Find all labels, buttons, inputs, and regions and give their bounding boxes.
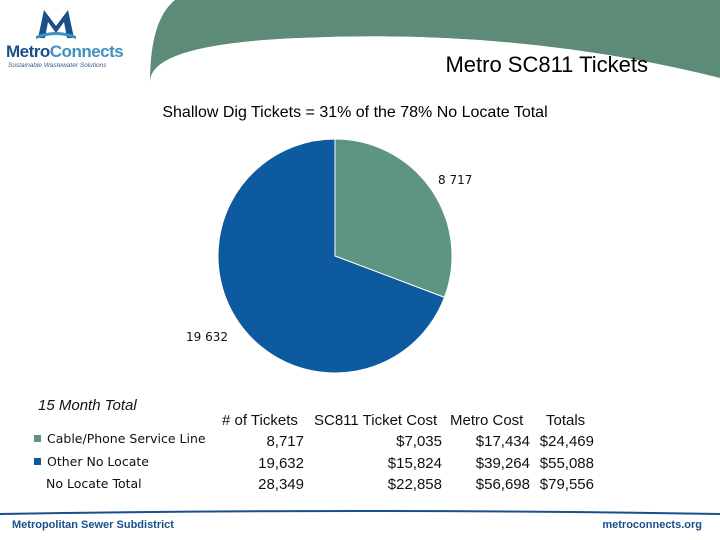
- table-cell: $55,088: [539, 455, 594, 472]
- pie-slices: [217, 138, 453, 374]
- table-caption: 15 Month Total: [38, 397, 137, 414]
- brand-logo: MetroConnects Sustainable Wastewater Sol…: [4, 4, 144, 70]
- table-cell: 8,717: [266, 433, 304, 450]
- header-band: [0, 0, 720, 82]
- page-title: Metro SC811 Tickets: [445, 52, 648, 77]
- footer-url: metroconnects.org: [602, 519, 702, 531]
- table-cell: $7,035: [396, 433, 442, 450]
- row-label-total: No Locate Total: [46, 476, 142, 491]
- data-label-other: 19 632: [186, 330, 228, 344]
- table-cell: 19,632: [258, 455, 304, 472]
- header-metro-cost: Metro Cost: [450, 412, 524, 429]
- logo-tagline: Sustainable Wastewater Solutions: [8, 62, 107, 69]
- table-cell: $17,434: [475, 433, 530, 450]
- logo-name-connects: Connects: [49, 42, 124, 61]
- legend-item-cable: Cable/Phone Service Line: [34, 431, 206, 446]
- table-cell: $22,858: [387, 476, 442, 493]
- chart-title: Shallow Dig Tickets = 31% of the 78% No …: [162, 104, 548, 121]
- logo-name-metro: Metro: [6, 42, 50, 61]
- header-sc811-cost: SC811 Ticket Cost: [314, 412, 438, 429]
- table-cell: $24,469: [539, 433, 594, 450]
- table-cell: $39,264: [475, 455, 530, 472]
- table-cell: $79,556: [539, 476, 594, 493]
- legend-item-other: Other No Locate: [34, 454, 149, 469]
- pie-slice-other: [217, 138, 446, 374]
- pie-slice-cable: [334, 138, 453, 298]
- legend-label: Other No Locate: [47, 454, 149, 469]
- legend-label: Cable/Phone Service Line: [47, 431, 206, 446]
- table-cell: $15,824: [387, 455, 442, 472]
- header-tickets: # of Tickets: [222, 412, 298, 429]
- footer-org-name: Metropolitan Sewer Subdistrict: [12, 519, 174, 531]
- logo-m-icon: [36, 10, 76, 39]
- table-cell: $56,698: [475, 476, 530, 493]
- table-cell: 28,349: [258, 476, 304, 493]
- header-totals: Totals: [546, 412, 586, 429]
- footer-band: [0, 508, 720, 540]
- logo-name: MetroConnects: [6, 42, 124, 62]
- data-label-cable: 8 717: [438, 173, 473, 187]
- legend-swatch-cable: [34, 435, 41, 442]
- legend-swatch-other: [34, 458, 41, 465]
